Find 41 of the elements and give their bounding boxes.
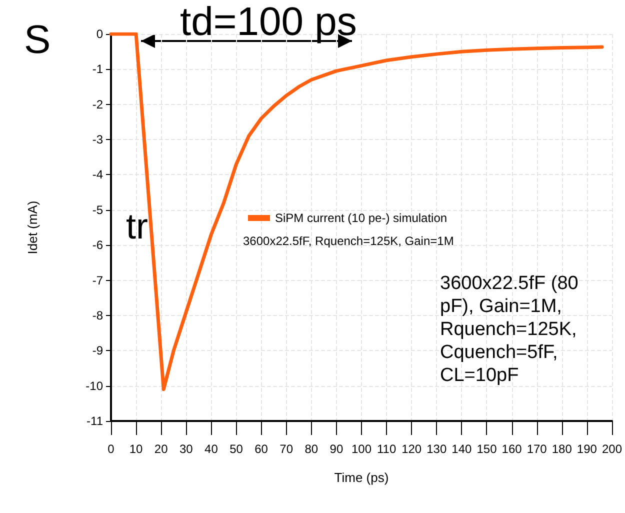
x-tick-label: 0 <box>108 442 115 456</box>
x-tick-label: 130 <box>426 442 447 456</box>
y-tick-label: -8 <box>92 308 104 322</box>
x-axis-title: Time (ps) <box>334 470 389 485</box>
x-tick-label: 150 <box>476 442 498 456</box>
y-tick-label: -6 <box>92 238 104 252</box>
x-tick-label: 40 <box>204 442 218 456</box>
y-tick-label: -2 <box>92 97 104 112</box>
x-tick-label: 60 <box>254 442 268 456</box>
x-tick-label: 70 <box>280 442 294 456</box>
x-tick-label: 50 <box>230 442 244 456</box>
x-tick-label: 30 <box>179 442 194 456</box>
y-tick-label: -9 <box>92 344 104 358</box>
y-tick-label: -11 <box>86 414 104 428</box>
x-tick-label: 80 <box>304 442 318 456</box>
annotation: 3600x22.5fF (80 pF), Gain=1M, Rquench=125K, Cquench=5fF, CL=10pF <box>440 273 578 386</box>
y-tick-label: 0 <box>96 27 104 41</box>
x-tick-label: 20 <box>154 442 168 456</box>
y-tick-label: -5 <box>92 202 104 217</box>
text: S <box>24 18 51 62</box>
x-tick-label: 100 <box>351 442 372 456</box>
x-tick-label: 180 <box>552 442 572 456</box>
x-tick-label: 10 <box>129 442 144 456</box>
y-tick-label: -3 <box>92 132 104 147</box>
y-tick-label: -1 <box>92 62 104 76</box>
x-tick-label: 140 <box>452 442 472 456</box>
annotation: tr <box>126 206 148 246</box>
legend-label: SiPM current (10 pe-) simulation <box>275 211 448 225</box>
y-tick-label: -7 <box>92 273 104 288</box>
x-tick-label: 200 <box>602 442 622 456</box>
x-tick-label: 90 <box>330 442 344 456</box>
annotation: 3600x22.5fF, Rquench=125K, Gain=1M <box>243 234 454 248</box>
x-tick-label: 110 <box>376 442 396 456</box>
y-tick-label: -10 <box>86 378 104 393</box>
x-tick-label: 120 <box>402 442 422 456</box>
y-axis-title: Idet (mA) <box>25 200 40 254</box>
annotation: td=100 ps <box>180 0 357 44</box>
x-tick-label: 160 <box>502 442 522 456</box>
x-tick-label: 170 <box>526 442 548 456</box>
x-tick-label: 190 <box>576 442 598 456</box>
y-tick-label: -4 <box>92 168 104 182</box>
